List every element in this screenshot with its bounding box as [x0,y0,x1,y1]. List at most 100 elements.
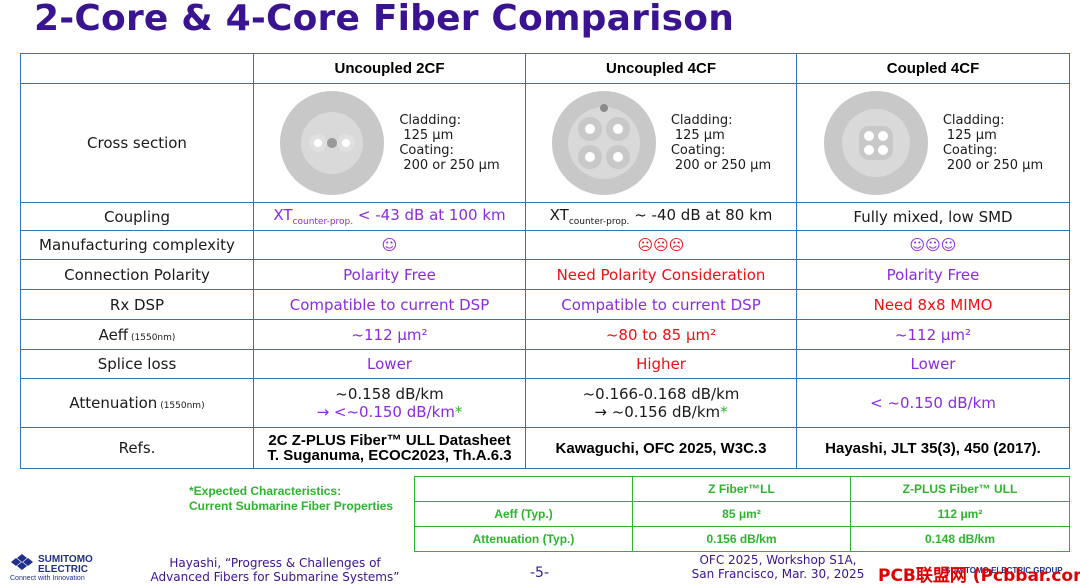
core [863,131,874,141]
cell-coupling-c4cf: Fully mixed, low SMD [796,202,1070,231]
cell-polarity-c4cf: Polarity Free [796,259,1070,290]
attenuation-current: ~0.158 dB/km [335,385,444,403]
row-attenuation: Attenuation (1550nm) ~0.158 dB/km → <~0.… [20,378,1070,428]
center-marker [327,138,338,148]
fiber-c4cf-diagram [823,91,928,195]
logo-mark-icon [11,554,33,570]
header-row: Uncoupled 2CF Uncoupled 4CF Coupled 4CF [20,53,1070,84]
cell-cross-section-u4cf: Cladding: 125 μm Coating: 200 or 250 μm [525,83,797,203]
sub-row-aeff: Aeff (Typ.) 85 μm² 112 μm² [414,501,1070,527]
aeff-label: Aeff [98,325,129,344]
submarine-fiber-table: Z Fiber™LL Z-PLUS Fiber™ ULL Aeff (Typ.)… [414,476,1070,552]
sub-cell: 85 μm² [632,501,851,527]
row-aeff: Aeff (1550nm) ~112 μm² ~80 to 85 μm² ~11… [20,319,1070,350]
smiley-icons: ☺☺☺ [796,230,1070,260]
coating-value: 200 or 250 μm [946,158,1044,173]
xt-subscript: counter-prop. [568,217,630,227]
row-label: Attenuation (1550nm) [20,378,254,428]
sub-header-row: Z Fiber™LL Z-PLUS Fiber™ ULL [414,476,1070,502]
row-refs: Refs. 2C Z-PLUS Fiber™ ULL Datasheet T. … [20,427,1070,469]
fiber-2cf-diagram [280,91,385,195]
sub-cell: 0.156 dB/km [632,526,851,552]
cell-splice-c4cf: Lower [796,349,1070,379]
cell-splice-u4cf: Higher [525,349,797,379]
coupling-value: ~ -40 dB at 80 km [629,206,773,224]
cladding-label: Cladding: [942,113,1005,128]
cell-aeff-2cf: ~112 μm² [253,319,526,350]
comparison-table: Uncoupled 2CF Uncoupled 4CF Coupled 4CF … [20,53,1070,469]
cell-cross-section-2cf: Cladding: 125 μm Coating: 200 or 250 μm [253,83,526,203]
attenuation-expected: → <~0.150 dB/km* [258,403,521,421]
row-label: Splice loss [20,349,254,379]
citation: Hayashi, “Progress & Challenges of Advan… [150,556,400,584]
core [612,152,623,162]
row-label: Cross section [20,83,254,203]
coating-label: Coating: [670,143,726,158]
conference-line1: OFC 2025, Workshop S1A, [699,553,857,567]
company-logo: SUMITOMO ELECTRIC Connect with Innovatio… [10,553,93,582]
row-cross-section: Cross section Cladding: 125 μm Coating: [20,83,1070,203]
conference-info: OFC 2025, Workshop S1A, San Francisco, M… [682,553,874,581]
attenuation-current: ~0.166-0.168 dB/km [582,385,740,403]
row-label: Coupling [20,202,254,231]
wavelength-note: (1550nm) [157,401,205,411]
attenuation-expected: → ~0.156 dB/km* [530,403,792,421]
header-empty [20,53,254,84]
citation-line1: Hayashi, “Progress & Challenges of [169,556,381,570]
cell-polarity-2cf: Polarity Free [253,259,526,290]
core [314,139,323,147]
core-group [858,126,893,160]
row-label: Aeff (1550nm) [20,319,254,350]
core [877,145,888,155]
header-coupled-4cf: Coupled 4CF [796,53,1070,84]
header-uncoupled-4cf: Uncoupled 4CF [525,53,797,84]
cladding-value: 125 μm [403,128,454,143]
marker [599,104,608,112]
row-label: Refs. [20,427,254,469]
attenuation-expected-value: → <~0.150 dB/km [316,403,455,421]
cell-cross-section-c4cf: Cladding: 125 μm Coating: 200 or 250 μm [796,83,1070,203]
watermark: PCB联盟网 (Pcbbar.com) [878,566,1080,586]
cladding-label: Cladding: [670,113,733,128]
cell-attenuation-c4cf: < ~0.150 dB/km [796,378,1070,428]
sub-header-empty [414,476,633,502]
expected-note: *Expected Characteristics: Current Subma… [189,484,393,514]
coating-label: Coating: [942,143,998,158]
attenuation-expected-value: → ~0.156 dB/km [594,403,721,421]
header-uncoupled-2cf: Uncoupled 2CF [253,53,526,84]
wavelength-note: (1550nm) [128,332,176,343]
smiley-icon: ☺ [253,230,526,260]
cell-attenuation-u4cf: ~0.166-0.168 dB/km → ~0.156 dB/km* [525,378,797,428]
sub-header-z-fiber: Z Fiber™LL [632,476,851,502]
cladding-value: 125 μm [946,128,997,143]
row-polarity: Connection Polarity Polarity Free Need P… [20,259,1070,290]
ref-line: 2C Z-PLUS Fiber™ ULL Datasheet [268,432,511,449]
xt-subscript: counter-prop. [292,217,354,227]
frown-icons: ☹☹☹ [525,230,797,260]
sub-row-label: Attenuation (Typ.) [414,526,633,552]
row-splice: Splice loss Lower Higher Lower [20,349,1070,379]
cladding-circle [567,107,640,179]
core [612,124,623,134]
coating-label: Coating: [399,143,454,158]
logo-tagline: Connect with Innovation [10,575,85,582]
core [342,139,351,147]
row-label: Manufacturing complexity [20,230,254,260]
group-label: SUMITOMO ELECTRIC GROUP [945,566,1063,575]
cell-polarity-u4cf: Need Polarity Consideration [525,259,797,290]
expected-star: * [454,403,463,421]
row-label: Rx DSP [20,289,254,320]
expected-star: * [720,403,728,421]
expected-line2: Current Submarine Fiber Properties [189,499,394,513]
page-number: -5- [530,565,550,581]
xt-text: XT [273,206,293,224]
coupling-value: < -43 dB at 100 km [353,206,506,224]
coating-value: 200 or 250 μm [403,158,500,173]
cell-rxdsp-c4cf: Need 8x8 MIMO [796,289,1070,320]
cell-refs-c4cf: Hayashi, JLT 35(3), 450 (2017). [796,427,1070,469]
page-title: 2-Core & 4-Core Fiber Comparison [34,0,735,39]
sub-row-label: Aeff (Typ.) [414,501,633,527]
row-rxdsp: Rx DSP Compatible to current DSP Compati… [20,289,1070,320]
attenuation-label: Attenuation [69,394,158,412]
core [863,145,874,155]
